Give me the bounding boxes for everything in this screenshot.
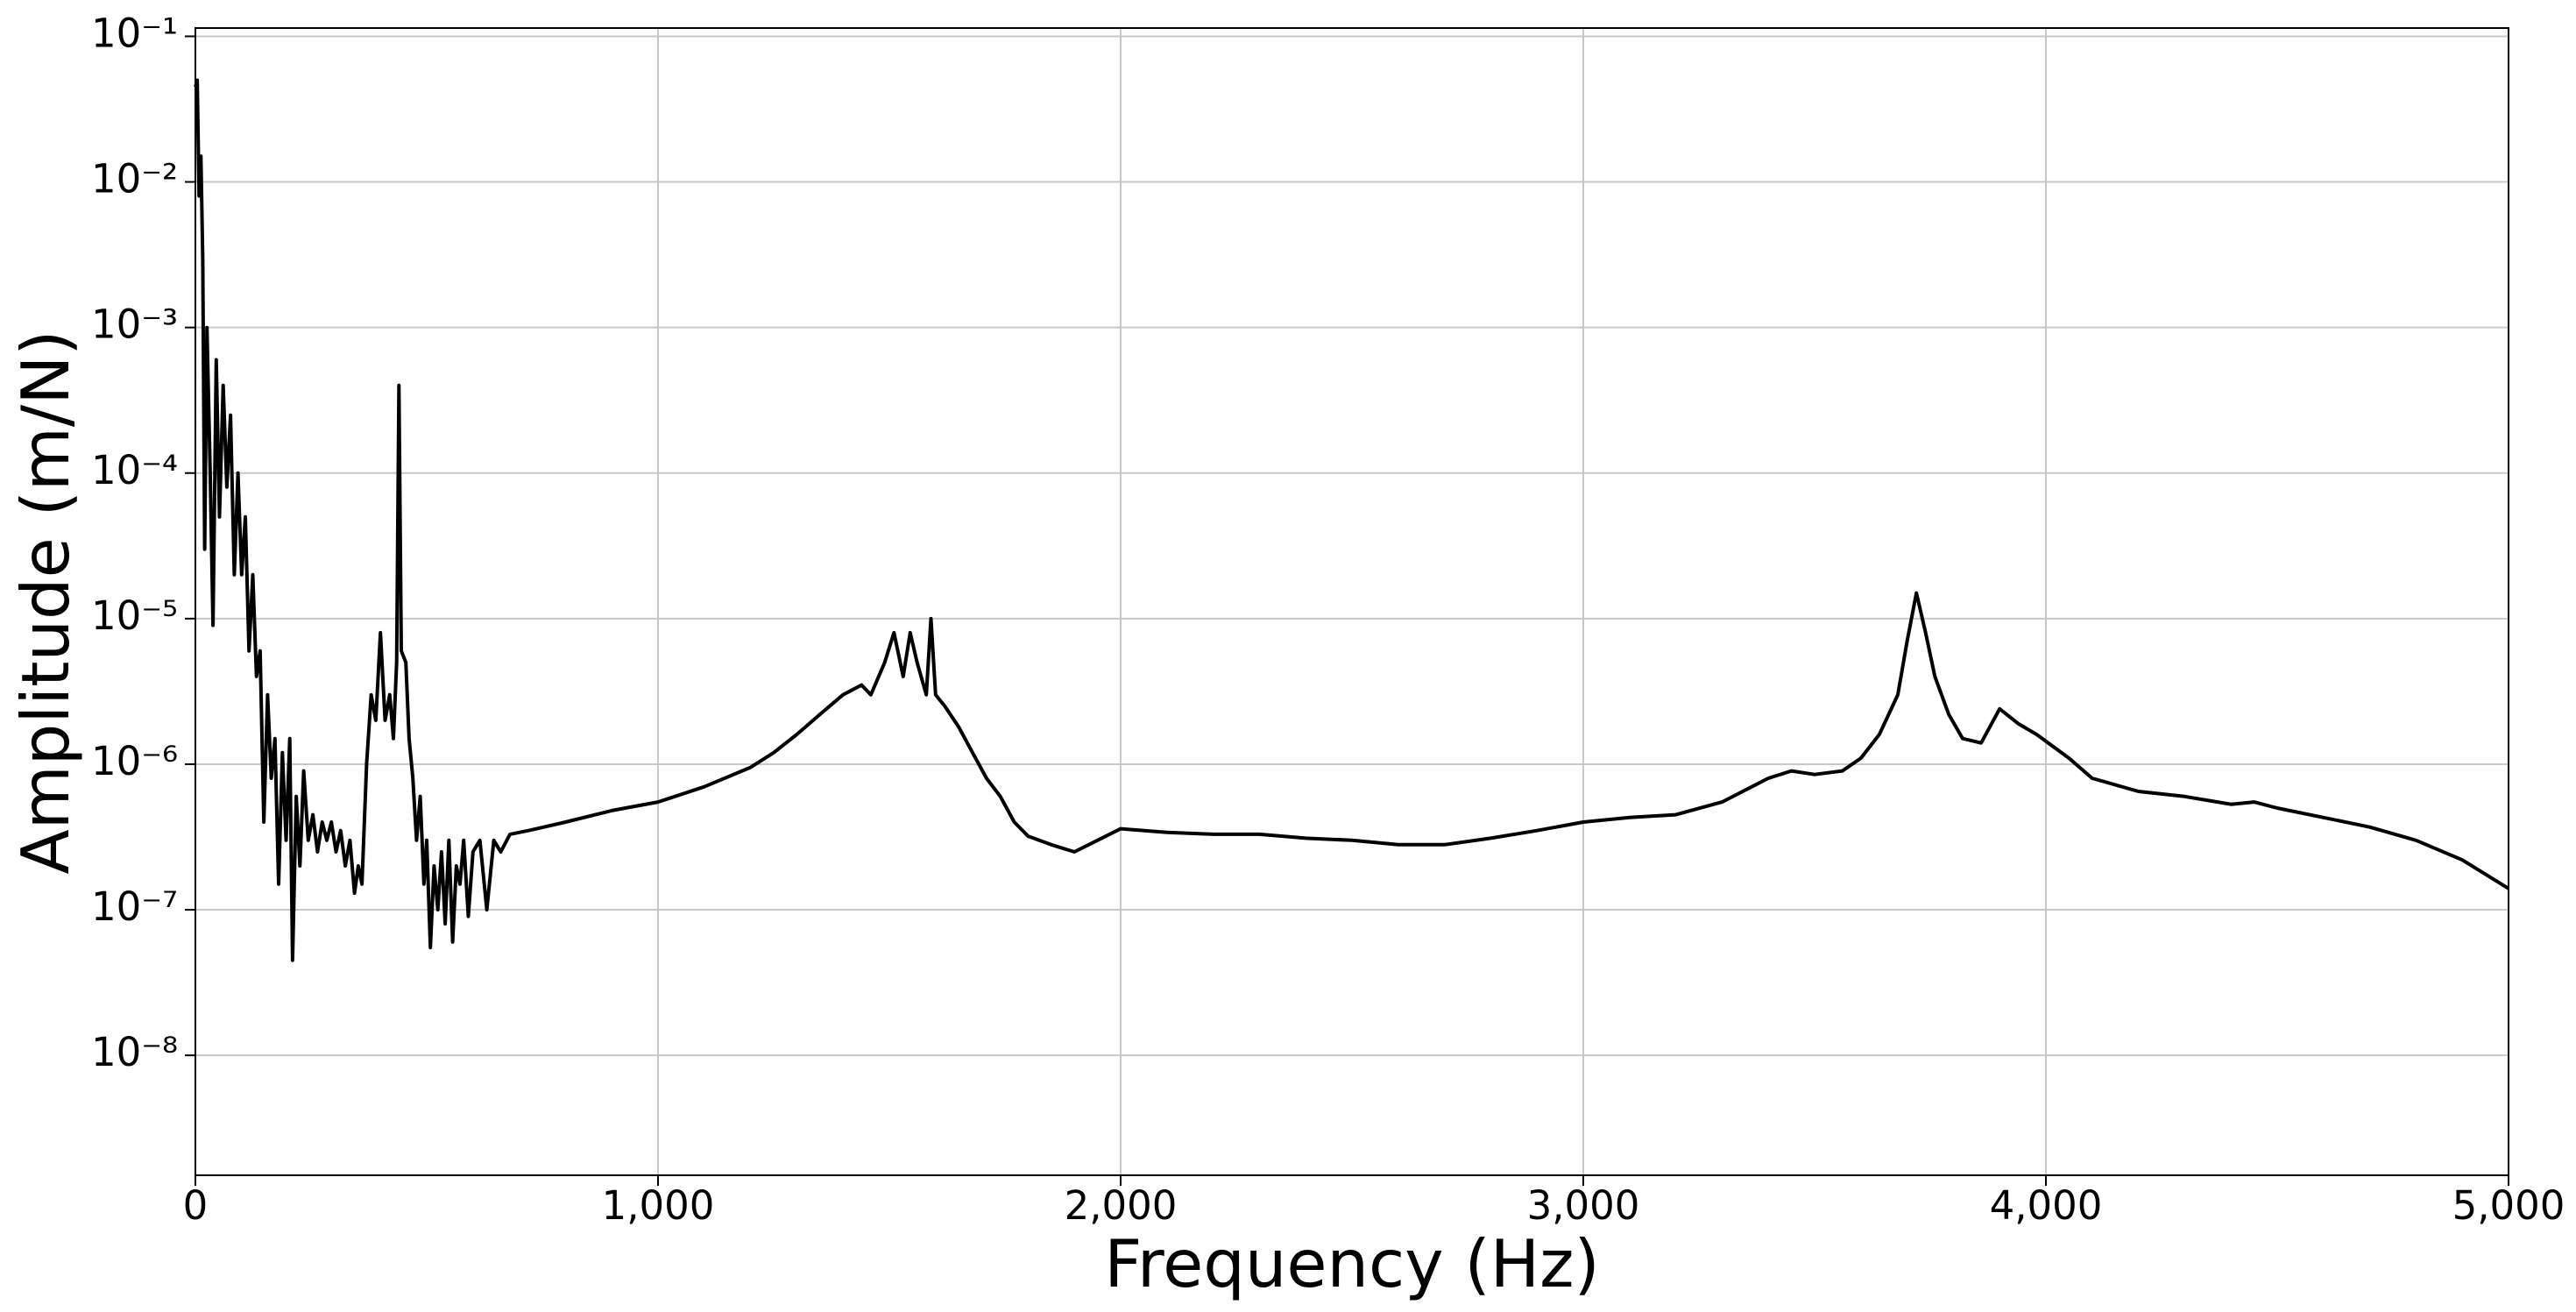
y-tick-label: 10⁻⁵: [91, 592, 178, 639]
x-tick-label: 5,000: [2452, 1182, 2565, 1229]
y-tick-label: 10⁻²: [91, 156, 178, 202]
plot-frame: [195, 27, 2509, 1176]
y-tick-label: 10⁻⁷: [91, 883, 178, 930]
x-tick-label: 3,000: [1527, 1182, 1640, 1229]
y-tick-label: 10⁻⁶: [91, 738, 178, 784]
y-tick-label: 10⁻³: [91, 301, 178, 348]
y-tick-label: 10⁻⁸: [91, 1029, 178, 1075]
x-axis-label: Frequency (Hz): [1104, 1225, 1600, 1302]
y-tick-label: 10⁻¹: [91, 10, 178, 56]
data-line: [194, 78, 2510, 962]
x-tick-label: 0: [183, 1182, 209, 1229]
x-tick-label: 2,000: [1065, 1182, 1178, 1229]
y-axis-label: Amplitude (m/N): [7, 330, 84, 874]
x-tick-label: 1,000: [602, 1182, 715, 1229]
x-tick-label: 4,000: [1990, 1182, 2103, 1229]
y-tick-label: 10⁻⁴: [91, 447, 178, 493]
